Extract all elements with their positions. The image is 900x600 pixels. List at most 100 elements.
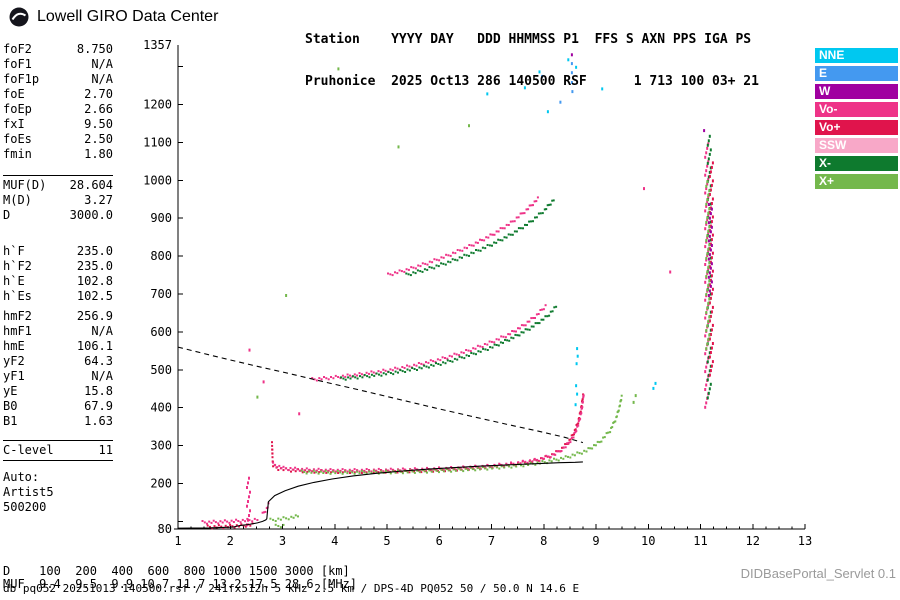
param-row-fof1: foF1 N/A xyxy=(3,57,113,72)
svg-text:2: 2 xyxy=(227,534,234,548)
param-value: 11 xyxy=(98,443,113,457)
param-label: yF1 xyxy=(3,369,25,383)
param-value: 1.80 xyxy=(84,147,113,161)
servlet-version-label: DIDBasePortal_Servlet 0.1 xyxy=(740,566,896,581)
param-value: 9.50 xyxy=(84,117,113,131)
param-label: B0 xyxy=(3,399,18,413)
svg-text:9: 9 xyxy=(592,534,599,548)
param-label: h`F2 xyxy=(3,259,32,273)
param-value: 3.27 xyxy=(84,193,113,207)
param-label: foF1p xyxy=(3,72,40,86)
svg-text:1357: 1357 xyxy=(143,38,172,52)
param-label: hmE xyxy=(3,339,25,353)
param-group-1: MUF(D) 28.604 M(D) 3.27 D 3000.0 xyxy=(3,175,113,223)
legend-item-e: E xyxy=(815,66,898,81)
svg-text:1200: 1200 xyxy=(143,98,172,112)
param-label: hmF2 xyxy=(3,309,32,323)
param-value: 106.1 xyxy=(76,339,113,353)
brand-text: Lowell GIRO Data Center xyxy=(37,8,219,25)
svg-text:1: 1 xyxy=(174,534,181,548)
param-label: yE xyxy=(3,384,18,398)
svg-text:80: 80 xyxy=(158,522,172,536)
param-label: C-level xyxy=(3,443,54,457)
param-value: 67.9 xyxy=(84,399,113,413)
param-row-hme: hmE 106.1 xyxy=(3,339,113,354)
param-group-0: foF2 8.750 foF1 N/A foF1p N/A foE 2.70 foEp 2.66 f… xyxy=(3,42,113,162)
param-group-2: h`F 235.0 h`F2 235.0 h`E 102.8 h`Es 102.5 xyxy=(3,244,113,304)
param-label: h`E xyxy=(3,274,25,288)
param-value: 15.8 xyxy=(84,384,113,398)
svg-text:11: 11 xyxy=(693,534,707,548)
param-value: 1.63 xyxy=(84,414,113,428)
param-group-4: C-level 11 xyxy=(3,440,113,461)
param-row-b1: B1 1.63 xyxy=(3,414,113,429)
param-row-yf2: yF2 64.3 xyxy=(3,354,113,369)
svg-text:700: 700 xyxy=(150,287,172,301)
svg-text:4: 4 xyxy=(331,534,338,548)
svg-text:3: 3 xyxy=(279,534,286,548)
svg-text:1100: 1100 xyxy=(143,135,172,149)
param-value: 235.0 xyxy=(76,259,113,273)
svg-text:900: 900 xyxy=(150,211,172,225)
svg-text:7: 7 xyxy=(488,534,495,548)
param-label: foE xyxy=(3,87,25,101)
svg-text:200: 200 xyxy=(150,477,172,491)
legend-item-w: W xyxy=(815,84,898,99)
param-row-b0: B0 67.9 xyxy=(3,399,113,414)
param-value: N/A xyxy=(91,72,113,86)
param-row-fxi: fxI 9.50 xyxy=(3,117,113,132)
svg-text:6: 6 xyxy=(436,534,443,548)
param-label: B1 xyxy=(3,414,18,428)
param-value: 2.70 xyxy=(84,87,113,101)
distance-row: D 100 200 400 600 800 1000 1500 3000 [km… xyxy=(3,564,350,578)
svg-text:10: 10 xyxy=(641,534,655,548)
legend-item-x: X+ xyxy=(815,174,898,189)
svg-text:500: 500 xyxy=(150,363,172,377)
param-label: foEp xyxy=(3,102,32,116)
legend-item-vo: Vo+ xyxy=(815,120,898,135)
param-value: 3000.0 xyxy=(69,208,113,222)
param-row-hmf1: hmF1 N/A xyxy=(3,324,113,339)
param-value: 102.5 xyxy=(76,289,113,303)
param-row-hmf2: hmF2 256.9 xyxy=(3,309,113,324)
param-row-foes: foEs 2.50 xyxy=(3,132,113,147)
param-value: 2.50 xyxy=(84,132,113,146)
param-label: D xyxy=(3,208,11,222)
param-row-ye: yE 15.8 xyxy=(3,384,113,399)
param-row-md: M(D) 3.27 xyxy=(3,193,113,208)
param-row-d: D 3000.0 xyxy=(3,208,113,223)
param-label: foEs xyxy=(3,132,32,146)
muf-row: MUF 9.4 9.5 9.9 10.7 11.7 13.2 17.5 28.6… xyxy=(3,577,358,591)
param-value: 102.8 xyxy=(76,274,113,288)
param-value: N/A xyxy=(91,324,113,338)
param-value: 235.0 xyxy=(76,244,113,258)
svg-text:12: 12 xyxy=(746,534,760,548)
param-label: hmF1 xyxy=(3,324,32,338)
giro-logo-icon xyxy=(9,7,29,27)
param-label: yF2 xyxy=(3,354,25,368)
param-line: Auto: xyxy=(3,470,40,484)
param-line: 500200 xyxy=(3,500,47,514)
param-value: 64.3 xyxy=(84,354,113,368)
legend-item-x: X- xyxy=(815,156,898,171)
param-row-fof1p: foF1p N/A xyxy=(3,72,113,87)
svg-text:400: 400 xyxy=(150,401,172,415)
legend-item-vo: Vo- xyxy=(815,102,898,117)
param-group-3: hmF2 256.9 hmF1 N/A hmE 106.1 yF2 64.3 yF1 N/A yE 1… xyxy=(3,309,113,429)
svg-text:300: 300 xyxy=(150,439,172,453)
param-label: foF1 xyxy=(3,57,32,71)
station-header: Station YYYY DAY DDD HHMMSS P1 FFS S AXN… xyxy=(305,5,759,103)
param-row-hf2: h`F2 235.0 xyxy=(3,259,113,274)
param-row-fmin: fmin 1.80 xyxy=(3,147,113,162)
station-header-line1: Station YYYY DAY DDD HHMMSS P1 FFS S AXN… xyxy=(305,32,752,47)
param-value: 256.9 xyxy=(76,309,113,323)
legend-item-nne: NNE xyxy=(815,48,898,63)
param-label: foF2 xyxy=(3,42,32,56)
param-value: N/A xyxy=(91,369,113,383)
lowell-giro-brand: Lowell GIRO Data Center xyxy=(8,6,218,28)
param-line: Artist5 xyxy=(3,485,54,499)
param-label: h`F xyxy=(3,244,25,258)
param-row-he: h`E 102.8 xyxy=(3,274,113,289)
param-group-5: Auto: Artist5 500200 xyxy=(3,470,113,515)
